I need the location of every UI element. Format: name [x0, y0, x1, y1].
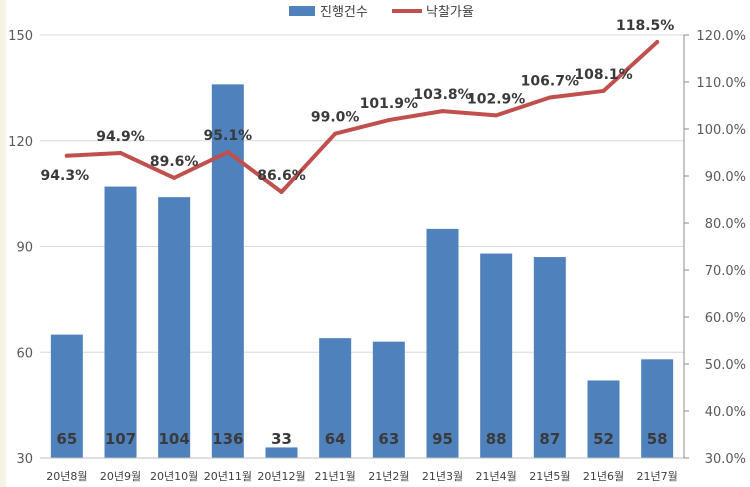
bar	[480, 253, 513, 458]
line-point	[547, 95, 552, 100]
y-right-tick-label: 40.0%	[705, 405, 746, 420]
bar	[104, 186, 137, 458]
bar	[533, 257, 566, 458]
x-tick-label: 21년3월	[422, 470, 463, 483]
line-point	[601, 88, 606, 93]
y-right-tick-label: 50.0%	[705, 358, 746, 373]
line-series: 94.3% 94.9% 89.6% 95.1% 86.6% 99.0%101.9%103.…	[41, 18, 674, 194]
y-left-tick-label: 30	[16, 452, 33, 467]
x-tick-label: 20년12월	[257, 470, 305, 483]
bar-data-label: 104	[159, 430, 190, 448]
line-point	[333, 131, 338, 136]
x-tick-label: 20년8월	[46, 470, 87, 483]
bar-data-label: 88	[486, 430, 507, 448]
legend-bar-label: 진행건수	[320, 4, 368, 20]
y-right-tick-label: 80.0%	[705, 217, 746, 232]
bar-data-label: 63	[378, 430, 399, 448]
line-data-label: 103.8%	[413, 87, 471, 103]
line-data-label: 89.6%	[150, 154, 199, 170]
line-path	[64, 40, 660, 194]
axes: 30 60 90 120 150 30.0% 40.0% 50.0% 60.0% 70.0% 80.…	[8, 29, 746, 483]
legend: 진행건수 낙찰가율	[289, 4, 474, 20]
bar	[211, 84, 244, 458]
bar	[426, 228, 459, 458]
bar	[158, 197, 191, 458]
y-right-tick-label: 100.0%	[696, 123, 746, 138]
x-tick-label: 21년2월	[368, 470, 409, 483]
x-tick-label: 20년11월	[204, 470, 252, 483]
bar-data-label: 87	[539, 430, 560, 448]
line-data-label: 106.7%	[521, 74, 579, 90]
y-right-tick-label: 110.0%	[696, 76, 746, 91]
y-right-tick-label: 120.0%	[696, 29, 746, 44]
line-point	[386, 118, 391, 123]
bar-data-label: 58	[647, 430, 668, 448]
bar-data-label: 65	[56, 430, 77, 448]
bar	[641, 359, 674, 458]
line-data-label: 94.9%	[96, 129, 145, 145]
line-point	[279, 189, 284, 194]
line-data-label: 102.9%	[467, 91, 525, 107]
x-tick-label: 21년7월	[637, 470, 678, 483]
line-point	[172, 175, 177, 180]
line-point	[440, 109, 445, 114]
bar-data-label: 64	[325, 430, 346, 448]
x-tick-label: 20년9월	[100, 470, 141, 483]
line-point	[118, 150, 123, 155]
bar-data-label: 136	[212, 430, 243, 448]
y-left-tick-label: 60	[16, 346, 33, 361]
y-left-tick-label: 90	[16, 241, 33, 256]
y-right-tick-label: 60.0%	[705, 311, 746, 326]
bar-data-label: 95	[432, 430, 453, 448]
x-tick-label: 21년1월	[315, 470, 356, 483]
bar	[587, 380, 620, 458]
line-data-label: 99.0%	[311, 110, 360, 126]
line-point	[64, 153, 69, 158]
line-data-label: 108.1%	[574, 67, 632, 83]
line-point	[655, 40, 660, 45]
x-tick-label: 20년10월	[150, 470, 198, 483]
bar-data-label: 52	[593, 430, 614, 448]
bar	[372, 341, 405, 458]
line-point	[225, 150, 230, 155]
x-tick-label: 21년6월	[583, 470, 624, 483]
y-left-tick-label: 120	[8, 135, 33, 150]
bar-series: 65 107 104 136 33 64 63 95 88 87 52 58	[50, 84, 674, 458]
line-data-label: 101.9%	[360, 96, 418, 112]
bar	[50, 334, 83, 458]
bar-data-label: 33	[271, 430, 292, 448]
x-tick-label: 21년5월	[529, 470, 570, 483]
line-data-label: 94.3%	[41, 168, 90, 184]
y-right-tick-label: 70.0%	[705, 264, 746, 279]
line-data-label: 118.5%	[616, 18, 674, 34]
line-data-label: 95.1%	[204, 128, 253, 144]
gridlines	[40, 34, 684, 353]
line-point	[494, 113, 499, 118]
y-left-tick-label: 150	[8, 29, 33, 44]
bar	[265, 447, 298, 458]
y-right-tick-label: 30.0%	[705, 452, 746, 467]
legend-line-label: 낙찰가율	[426, 5, 474, 20]
line-data-label: 86.6%	[257, 168, 306, 184]
y-right-tick-label: 90.0%	[705, 170, 746, 185]
x-tick-label: 21년4월	[476, 470, 517, 483]
bar-data-label: 107	[105, 430, 136, 448]
bar	[319, 338, 352, 458]
legend-bar-swatch	[289, 6, 315, 16]
